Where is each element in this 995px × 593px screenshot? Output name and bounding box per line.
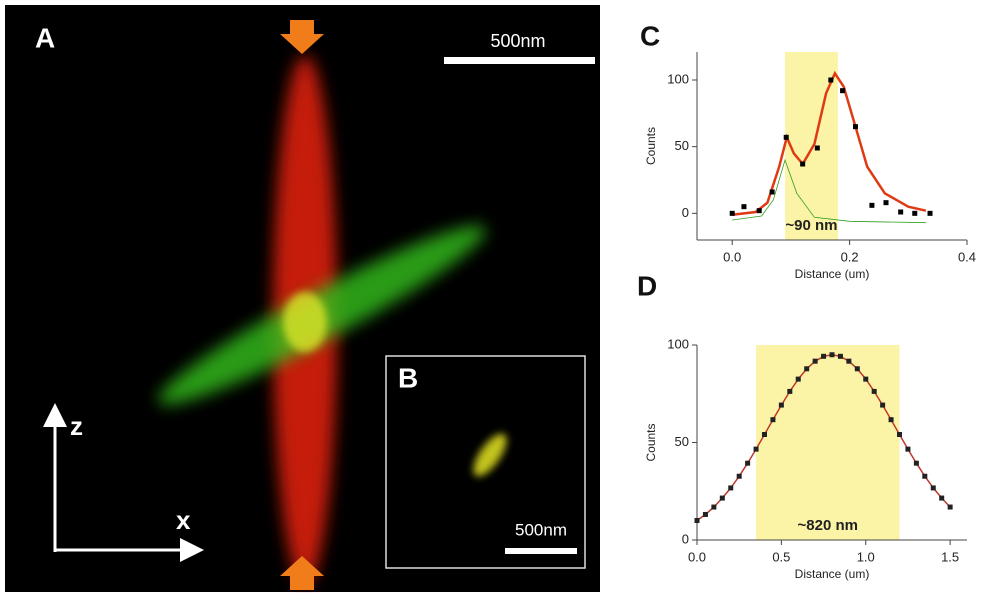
data-point <box>800 161 806 167</box>
chart: ~820 nm D 0 50 100 0.0 0.5 1.0 1.5 Distance (um) C… <box>637 270 967 581</box>
data-point <box>821 353 827 359</box>
x-tick-label: 0.4 <box>958 249 976 264</box>
data-point <box>783 134 789 140</box>
data-point <box>863 376 869 382</box>
data-point <box>812 358 818 364</box>
data-point <box>840 88 846 94</box>
data-point <box>922 473 928 479</box>
panel-label: B <box>398 362 418 393</box>
data-point <box>729 210 735 216</box>
data-point <box>837 353 843 359</box>
data-point <box>913 460 919 466</box>
data-point <box>912 210 918 216</box>
panel-label: C <box>640 20 660 51</box>
data-point <box>756 208 762 214</box>
data-point <box>883 200 889 206</box>
annotation: ~90 nm <box>785 217 837 234</box>
scale-bar-label: 500nm <box>490 31 545 51</box>
scale-bar-label: 500nm <box>515 520 567 539</box>
data-point <box>778 402 784 408</box>
x-axis-title: Distance (um) <box>795 567 870 581</box>
axis-label: x <box>176 505 191 535</box>
x-axis-title: Distance (um) <box>795 267 870 281</box>
data-point <box>769 189 775 195</box>
data-point <box>814 145 820 151</box>
data-point <box>888 417 894 423</box>
data-point <box>852 124 858 130</box>
panel-label: D <box>637 270 657 301</box>
data-point <box>905 446 911 452</box>
data-point <box>854 366 860 372</box>
x-tick-label: 0.5 <box>772 549 790 564</box>
scale-bar <box>444 57 595 64</box>
data-point <box>711 504 717 510</box>
data-point <box>741 204 747 210</box>
data-point <box>846 358 852 364</box>
arrow-top <box>280 20 324 54</box>
data-point <box>898 209 904 215</box>
chart: ~90 nm C 0 50 100 0.0 0.2 0.4 Distance (um) Count… <box>640 20 976 281</box>
data-point <box>871 388 877 394</box>
data-point <box>869 202 875 208</box>
y-tick-label: 0 <box>682 531 689 546</box>
panel-a: A 500nm z x <box>5 5 600 592</box>
x-tick-label: 0.2 <box>841 249 859 264</box>
data-point <box>828 77 834 83</box>
data-point <box>829 352 835 358</box>
data-point <box>804 366 810 372</box>
axis-label: z <box>70 411 83 441</box>
highlight-band <box>756 345 900 540</box>
data-point <box>728 485 734 491</box>
y-axis-title: Counts <box>644 127 658 165</box>
data-point <box>702 511 708 517</box>
data-point <box>897 432 902 438</box>
y-tick-label: 50 <box>675 138 689 153</box>
data-point <box>939 495 945 501</box>
y-tick-label: 50 <box>675 434 689 449</box>
y-tick-label: 100 <box>667 336 689 351</box>
data-point <box>930 485 936 491</box>
y-tick-label: 100 <box>667 71 689 86</box>
x-tick-label: 1.5 <box>941 549 959 564</box>
data-point <box>719 495 725 501</box>
data-point <box>795 376 801 382</box>
y-tick-label: 0 <box>682 205 689 220</box>
data-point <box>770 417 776 423</box>
overlap-signal <box>283 292 327 352</box>
scale-bar <box>505 548 577 554</box>
fit-line <box>732 158 926 224</box>
annotation: ~820 nm <box>798 517 858 534</box>
x-tick-label: 0.0 <box>688 549 706 564</box>
y-axis-title: Counts <box>644 423 658 461</box>
data-point <box>762 432 767 438</box>
data-point <box>745 460 751 466</box>
data-point <box>947 504 953 510</box>
x-tick-label: 0.0 <box>723 249 741 264</box>
data-point <box>787 388 793 394</box>
fit-line <box>732 70 927 216</box>
data-point <box>694 518 700 523</box>
yellow-signal <box>473 433 507 477</box>
x-tick-label: 1.0 <box>857 549 875 564</box>
data-point <box>753 446 759 452</box>
data-point <box>736 473 742 479</box>
panel-b: B 500nm <box>385 355 586 569</box>
data-point <box>927 210 933 216</box>
highlight-band <box>785 52 838 240</box>
data-point <box>880 402 886 408</box>
arrow-bottom <box>280 556 324 590</box>
panel-label: A <box>35 22 55 53</box>
